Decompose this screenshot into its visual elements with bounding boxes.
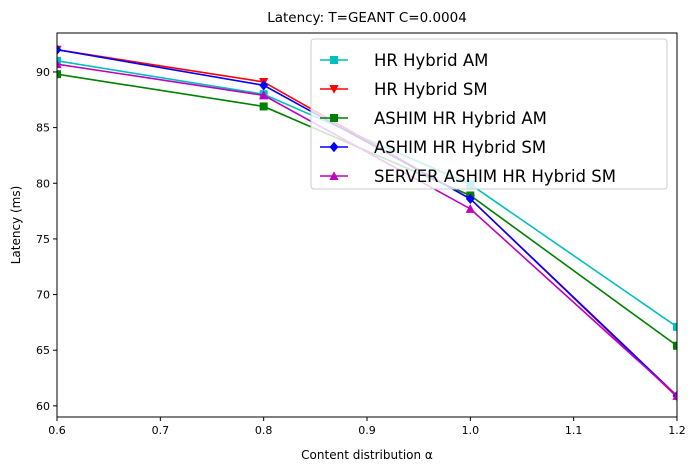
- data-point: [259, 80, 269, 91]
- x-axis-label: Content distribution α: [301, 448, 433, 462]
- legend-label: HR Hybrid SM: [374, 80, 488, 99]
- data-point: [57, 59, 62, 69]
- y-tick-label: 60: [36, 400, 50, 413]
- data-point: [259, 102, 268, 111]
- x-tick-label: 1.1: [565, 424, 583, 437]
- x-tick-label: 0.8: [255, 424, 273, 437]
- legend-marker: [330, 114, 338, 122]
- chart-title: Latency: T=GEANT C=0.0004: [267, 10, 467, 26]
- y-tick-label: 80: [36, 177, 50, 190]
- legend-marker: [330, 56, 338, 64]
- legend-marker: [329, 171, 339, 180]
- y-tick-label: 75: [36, 233, 50, 246]
- x-tick-label: 1.2: [668, 424, 686, 437]
- y-tick-label: 70: [36, 289, 50, 302]
- data-point: [259, 90, 269, 100]
- data-point: [57, 70, 61, 79]
- x-axis: 0.6 0.7 0.8 0.9 1.0 1.1 1.2: [48, 417, 686, 437]
- legend-label: SERVER ASHIM HR Hybrid SM: [374, 167, 616, 186]
- data-point: [465, 204, 475, 213]
- y-axis-label: Latency (ms): [9, 186, 23, 265]
- x-tick-label: 0.9: [358, 424, 376, 437]
- legend-frame: [310, 38, 668, 190]
- legend: HR Hybrid AM HR Hybrid SM ASHIM HR Hybrid …: [310, 38, 668, 190]
- x-tick-label: 0.7: [152, 424, 170, 437]
- y-tick-label: 85: [36, 122, 50, 135]
- y-axis: 60 65 70 75 80 85 90: [36, 66, 57, 413]
- legend-label: ASHIM HR Hybrid SM: [374, 138, 546, 157]
- x-tick-label: 1.0: [462, 424, 480, 437]
- data-point: [673, 322, 677, 331]
- x-tick-label: 0.6: [48, 424, 66, 437]
- data-point: [673, 341, 677, 350]
- y-tick-label: 90: [36, 66, 50, 79]
- legend-marker: [329, 85, 339, 94]
- legend-label: ASHIM HR Hybrid AM: [374, 109, 547, 128]
- legend-label: HR Hybrid AM: [374, 51, 488, 70]
- legend-marker: [329, 141, 339, 153]
- data-point: [672, 391, 677, 400]
- y-tick-label: 65: [36, 344, 50, 357]
- data-point: [57, 44, 62, 55]
- data-point: [57, 56, 61, 65]
- data-point: [465, 193, 475, 205]
